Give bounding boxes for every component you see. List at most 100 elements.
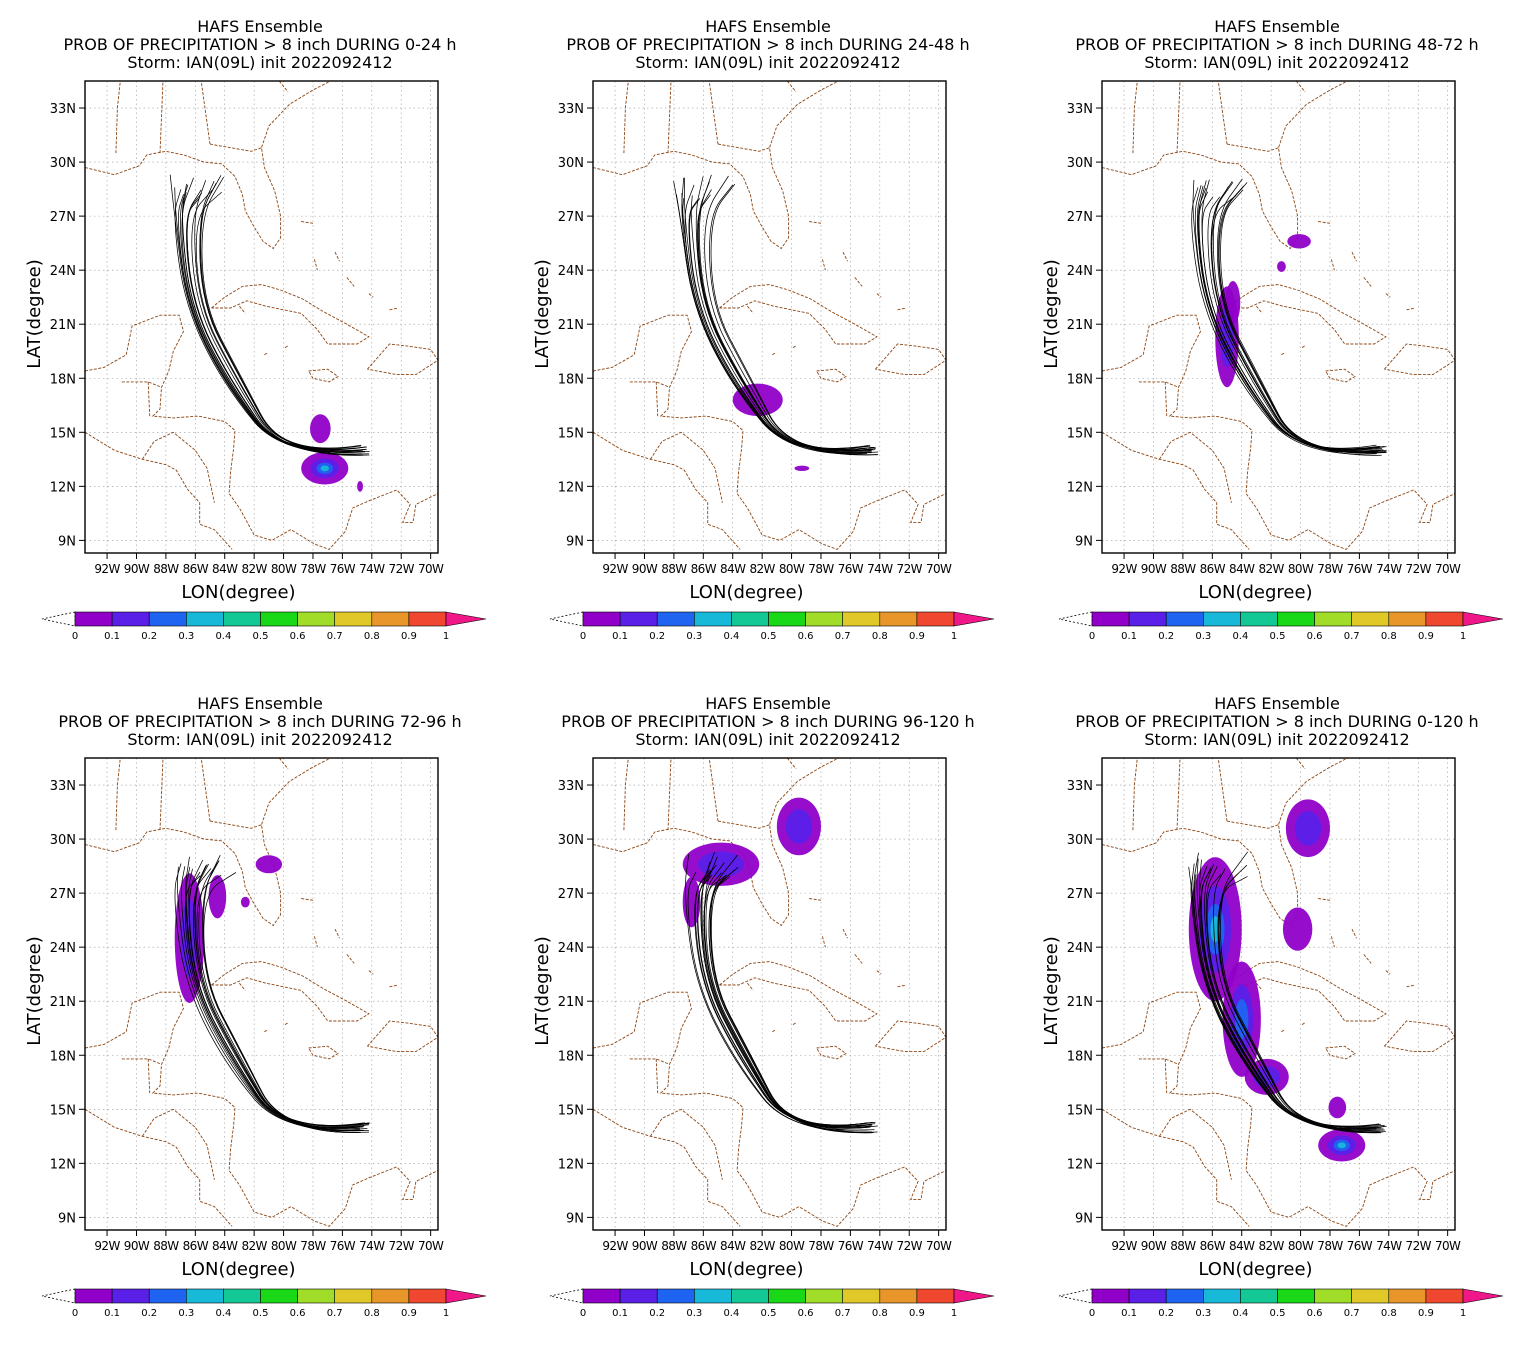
- coastline: [821, 936, 826, 948]
- lon-tick-label: 90W: [1141, 562, 1167, 576]
- lat-tick-label: 15N: [50, 426, 76, 441]
- coastline: [747, 305, 754, 314]
- lat-tick-label: 24N: [558, 264, 584, 279]
- coastline: [708, 81, 719, 145]
- track-line: [182, 183, 363, 455]
- colorbar-swatch: [1240, 1288, 1278, 1304]
- coastline: [717, 143, 770, 152]
- track-line: [195, 191, 362, 449]
- lon-tick-label: 88W: [661, 1239, 687, 1253]
- colorbar-label: 0.4: [1232, 1308, 1248, 1319]
- lon-tick-label: 86W: [183, 1239, 209, 1253]
- colorbar-swatch: [656, 1288, 695, 1304]
- track-line: [186, 197, 362, 455]
- track-line: [1197, 187, 1380, 450]
- lat-tick-label: 21N: [50, 318, 76, 333]
- coastline: [121, 1058, 162, 1065]
- lat-tick-label: 27N: [50, 887, 76, 902]
- title-line-storm: Storm: IAN(09L) init 2022092412: [635, 53, 901, 72]
- map-svg: 9N 12N 15N 18N 21N 24N 27N 30N 33N 92W 90W 88W 86W 84…: [532, 757, 995, 1319]
- lon-tick-label: 72W: [389, 1239, 415, 1253]
- probability-cell: [785, 809, 813, 844]
- colorbar-label: 0: [1089, 1308, 1095, 1319]
- track-line: [697, 874, 873, 1127]
- colorbar-swatch: [731, 611, 769, 627]
- coastline: [650, 431, 723, 503]
- colorbar-label: 0.2: [1158, 1308, 1174, 1319]
- track-line: [188, 868, 368, 1130]
- coastline: [854, 954, 863, 964]
- colorbar-label: 0.8: [872, 1308, 888, 1319]
- lon-tick-label: 80W: [779, 1239, 805, 1253]
- track-line: [696, 194, 872, 451]
- colorbar-swatch: [1425, 1288, 1464, 1304]
- colorbar-swatch: [916, 611, 955, 627]
- colorbar-swatch: [1314, 1288, 1353, 1304]
- coastline: [717, 820, 770, 829]
- coastline: [1330, 936, 1335, 948]
- colorbar-label: 0.7: [1344, 1308, 1360, 1319]
- colorbar-swatch: [1425, 611, 1464, 627]
- lat-tick-label: 33N: [1067, 779, 1093, 794]
- colorbar-swatch: [1165, 1288, 1204, 1304]
- coastline: [209, 143, 262, 152]
- lon-tick-label: 74W: [1376, 1239, 1402, 1253]
- lon-tick-label: 80W: [1288, 1239, 1314, 1253]
- lat-tick-label: 18N: [558, 372, 584, 387]
- colorbar-swatch: [1203, 1288, 1241, 1304]
- coastline: [1330, 259, 1335, 271]
- coastline: [142, 1108, 215, 1180]
- lon-tick-label: 74W: [359, 562, 385, 576]
- x-axis-label: LON(degree): [689, 1259, 803, 1280]
- title-line-product: PROB OF PRECIPITATION > 8 inch DURING 48…: [1075, 35, 1479, 54]
- coastline: [1138, 1058, 1179, 1065]
- lon-tick-label: 72W: [1406, 1239, 1432, 1253]
- coastline: [593, 758, 839, 927]
- colorbar-underflow: [1058, 1288, 1093, 1304]
- colorbar-underflow: [41, 611, 76, 627]
- colorbar-label: 0.1: [1121, 1308, 1137, 1319]
- track-line: [710, 183, 879, 453]
- grid-lines: [85, 758, 438, 1230]
- track-line: [703, 874, 873, 1126]
- coastline: [876, 293, 882, 298]
- lon-tick-label: 72W: [389, 562, 415, 576]
- probability-cell: [1337, 1142, 1346, 1149]
- title-line-storm: Storm: IAN(09L) init 2022092412: [1144, 53, 1410, 72]
- colorbar-label: 0.3: [686, 631, 702, 642]
- colorbar-label: 0.4: [723, 1308, 739, 1319]
- coastline: [147, 381, 151, 417]
- lat-tick-label: 9N: [58, 1211, 76, 1226]
- coastline: [115, 81, 121, 154]
- coastline: [1325, 368, 1356, 383]
- colorbar-swatch: [879, 1288, 918, 1304]
- colorbar-label: 0.6: [290, 1308, 306, 1319]
- coastline: [200, 81, 211, 145]
- y-axis-label: LAT(degree): [532, 936, 553, 1045]
- track-line: [689, 198, 876, 452]
- track-line: [1200, 868, 1376, 1130]
- colorbar-label: 0.5: [761, 1308, 777, 1319]
- colorbar-label: 0: [72, 1308, 78, 1319]
- title-line-model: HAFS Ensemble: [197, 694, 323, 713]
- chart-panel-5: HAFS Ensemble PROB OF PRECIPITATION > 8 i…: [508, 677, 1008, 1337]
- colorbar-swatch: [805, 1288, 844, 1304]
- colorbar-label: 0.9: [1418, 631, 1434, 642]
- colorbar-label: 0: [580, 1308, 586, 1319]
- colorbar-swatch: [1277, 611, 1315, 627]
- colorbar-swatch: [186, 611, 224, 627]
- lat-tick-label: 24N: [50, 264, 76, 279]
- x-axis-label: LON(degree): [181, 1259, 295, 1280]
- grid-lines: [593, 758, 946, 1230]
- coastline: [85, 991, 438, 1227]
- chart-panel-6: HAFS Ensemble PROB OF PRECIPITATION > 8 i…: [1017, 677, 1517, 1337]
- map-frame: [84, 80, 439, 554]
- colorbar-underflow: [1058, 611, 1093, 627]
- coastline: [719, 961, 878, 1022]
- coastline: [1363, 277, 1372, 287]
- ensemble-tracks: [1191, 178, 1388, 456]
- x-axis-label: LON(degree): [689, 582, 803, 603]
- coastline: [719, 284, 878, 345]
- colorbar-label: 0.2: [649, 631, 665, 642]
- track-line: [681, 192, 871, 450]
